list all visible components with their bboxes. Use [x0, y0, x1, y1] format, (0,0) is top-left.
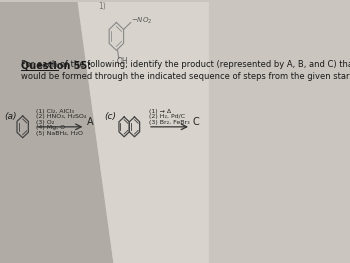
Text: (2) H₂, Pd/C: (2) H₂, Pd/C	[149, 114, 185, 119]
Polygon shape	[78, 2, 209, 263]
Text: OH: OH	[116, 57, 128, 66]
Text: (c): (c)	[104, 112, 117, 121]
Text: A: A	[87, 117, 94, 127]
Text: (1) Cl₂, AlCl₃: (1) Cl₂, AlCl₃	[36, 109, 74, 114]
Text: (4) Mg, O: (4) Mg, O	[36, 125, 65, 130]
Text: For each of the following, identify the product (represented by A, B, and C) tha: For each of the following, identify the …	[21, 60, 350, 81]
Text: (5) NaBH₄, H₂O: (5) NaBH₄, H₂O	[36, 131, 83, 136]
Text: $-NO_2$: $-NO_2$	[131, 16, 152, 26]
Text: (3) O₂: (3) O₂	[36, 120, 54, 125]
Text: (2) HNO₃, H₂SO₄: (2) HNO₃, H₂SO₄	[36, 114, 86, 119]
Text: (a): (a)	[5, 112, 17, 121]
Text: Question 55:: Question 55:	[21, 60, 91, 70]
Text: (1) → Δ: (1) → Δ	[149, 109, 171, 114]
Text: 1): 1)	[98, 2, 106, 11]
Polygon shape	[0, 2, 113, 263]
Text: (3) Br₂, FeBr₃: (3) Br₂, FeBr₃	[149, 120, 190, 125]
Text: C: C	[193, 117, 200, 127]
